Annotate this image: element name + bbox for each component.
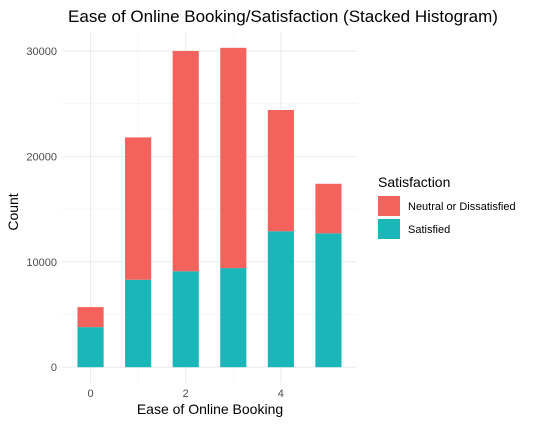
- legend-swatch-neutral-or-dissatisfied: [378, 196, 400, 216]
- bar-neutral-or-dissatisfied: [173, 51, 199, 271]
- x-tick-label: 4: [278, 388, 284, 400]
- bar-satisfied: [315, 233, 341, 367]
- bars: [77, 48, 341, 367]
- bar-satisfied: [173, 271, 199, 367]
- x-axis-ticks: 0 2 4: [87, 388, 283, 400]
- legend-label-satisfied: Satisfied: [408, 224, 450, 236]
- legend-title: Satisfaction: [378, 174, 450, 190]
- bar-satisfied: [268, 231, 294, 367]
- bar-neutral-or-dissatisfied: [220, 48, 246, 268]
- grid-lines: [62, 32, 357, 383]
- y-tick-label: 0: [51, 362, 57, 374]
- y-tick-label: 10000: [26, 257, 57, 269]
- bar-satisfied: [125, 280, 151, 367]
- y-axis-title: Count: [5, 193, 21, 230]
- legend-label-neutral-or-dissatisfied: Neutral or Dissatisfied: [408, 201, 516, 213]
- bar-neutral-or-dissatisfied: [125, 137, 151, 279]
- bar-neutral-or-dissatisfied: [268, 110, 294, 231]
- chart-title: Ease of Online Booking/Satisfaction (Sta…: [68, 7, 498, 26]
- bar-neutral-or-dissatisfied: [77, 307, 103, 327]
- legend: Satisfaction Neutral or Dissatisfied Sat…: [378, 174, 516, 239]
- legend-swatch-satisfied: [378, 219, 400, 239]
- bar-satisfied: [220, 268, 246, 367]
- bar-neutral-or-dissatisfied: [315, 184, 341, 234]
- y-axis-ticks: 0 10000 20000 30000: [26, 46, 57, 374]
- y-tick-label: 20000: [26, 151, 57, 163]
- bar-satisfied: [77, 327, 103, 367]
- x-axis-title: Ease of Online Booking: [137, 401, 283, 417]
- x-tick-label: 0: [87, 388, 93, 400]
- x-tick-label: 2: [183, 388, 189, 400]
- y-tick-label: 30000: [26, 46, 57, 58]
